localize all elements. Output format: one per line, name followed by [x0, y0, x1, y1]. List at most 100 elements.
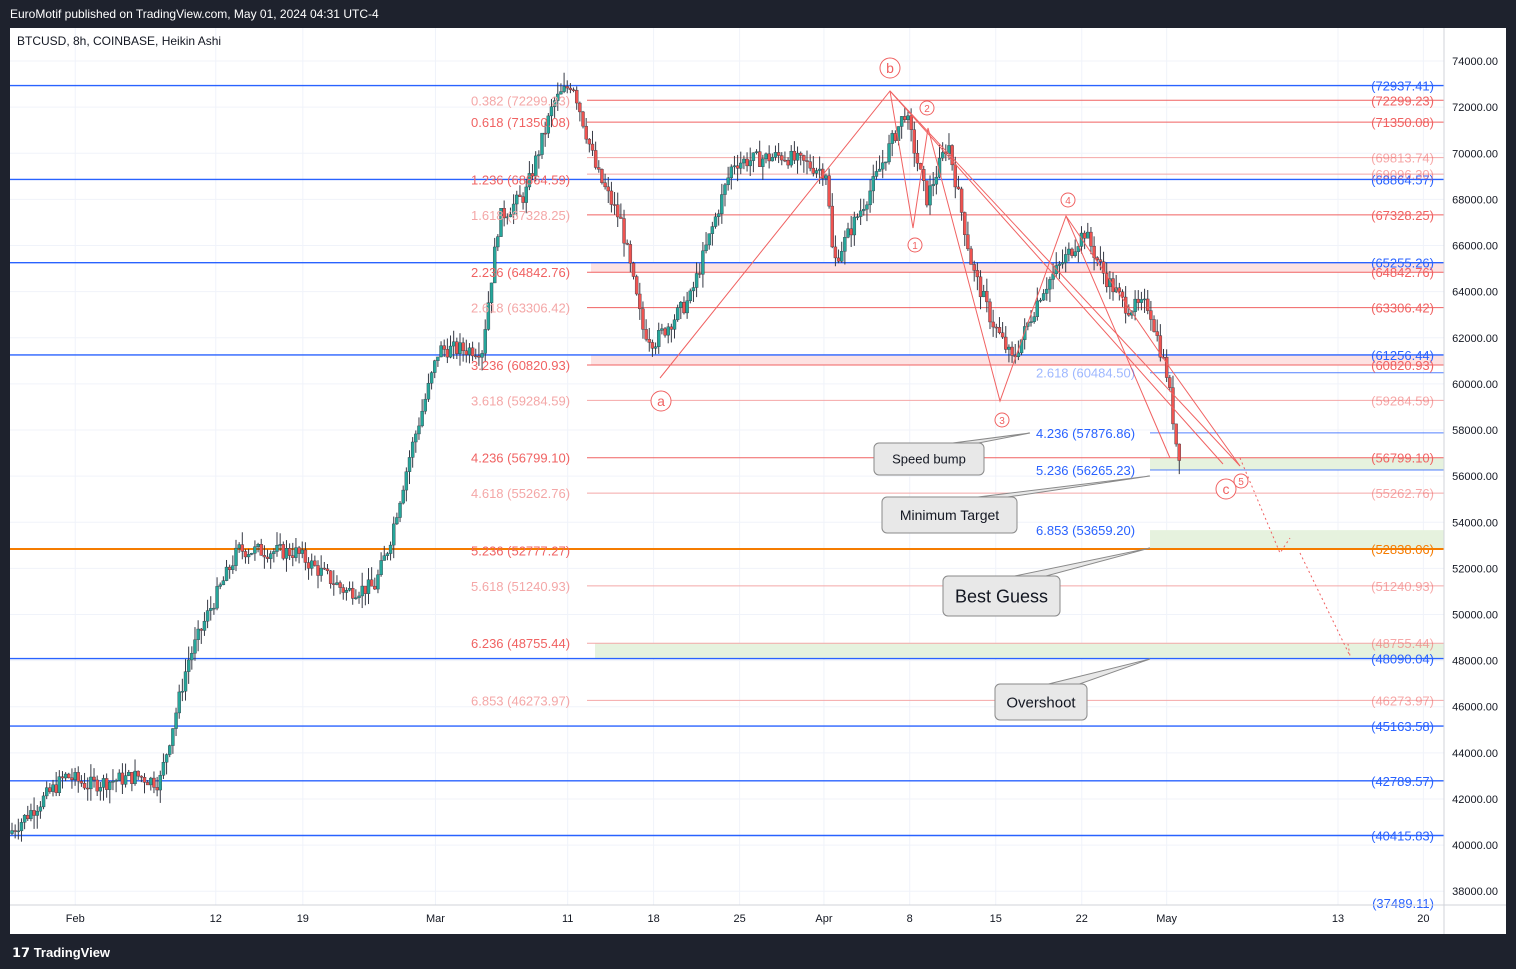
candle-bull [439, 345, 443, 358]
right-level-label: (67328.25) [1371, 208, 1434, 223]
price-axis[interactable]: 38000.00 40000.00 42000.00 44000.00 46000.00… [1452, 56, 1498, 898]
candle-bull [748, 160, 752, 167]
candle-bull [688, 290, 692, 302]
candle-bear [316, 565, 320, 576]
price-tick-label: 70000.00 [1452, 148, 1498, 160]
price-tick-label: 44000.00 [1452, 748, 1498, 760]
right-level-label: (51240.93) [1371, 579, 1434, 594]
candle-bear [792, 150, 797, 161]
candle-bear [369, 579, 374, 587]
candle-bull [855, 216, 860, 218]
time-axis[interactable]: Feb 12 19 Mar 11 18 25 Apr 8 15 22 May 13 20 [66, 913, 1430, 925]
candle-bear [325, 568, 330, 572]
candle-bear [786, 159, 790, 166]
price-tick-label: 38000.00 [1452, 886, 1498, 898]
candle-bull [713, 216, 718, 227]
candle-bear [1101, 261, 1106, 274]
candle-bear [306, 562, 311, 569]
candle-bull [246, 554, 251, 558]
candle-bear [1168, 377, 1172, 388]
tradingview-logo[interactable]: 𝟭𝟳 TradingView [12, 945, 110, 961]
candle-bear [985, 291, 989, 303]
candle-bear [757, 151, 762, 167]
wave-label-a: a [657, 393, 665, 409]
candle-bear [650, 342, 655, 349]
candle-bull [183, 671, 188, 692]
candle-bear [776, 152, 781, 156]
candle-bull [398, 502, 402, 518]
candle-bear [972, 264, 976, 271]
candle-bull [357, 595, 361, 599]
wave-label-circle [919, 100, 935, 116]
price-tick-label: 74000.00 [1452, 56, 1498, 68]
right-level-label: (69096.30) [1371, 167, 1434, 182]
candle-bull [685, 300, 689, 314]
candle-bear [1177, 443, 1181, 461]
candle-bear [978, 276, 983, 298]
candle-bull [710, 226, 715, 234]
candle-bull [1048, 279, 1052, 290]
blue-fib-label: 5.236 (56265.23) [1036, 463, 1135, 478]
candle-bull [395, 517, 399, 525]
candle-bull [35, 810, 39, 816]
candle-bear [48, 787, 52, 792]
time-tick-label: 13 [1332, 913, 1344, 925]
callout-box [873, 442, 985, 476]
wave-label-4: 4 [1065, 196, 1071, 207]
right-level-label: (42789.57) [1371, 774, 1434, 789]
price-tick-label: 72000.00 [1452, 102, 1498, 114]
candle-bear [338, 582, 342, 588]
right-level-label: (60820.93) [1371, 358, 1434, 373]
price-tick-label: 40000.00 [1452, 840, 1498, 852]
blue-fib-label: 6.853 (53659.20) [1036, 523, 1135, 538]
candle-bull [436, 356, 440, 361]
candle-bear [959, 188, 964, 213]
candle-bear [291, 555, 295, 558]
time-tick-label: 12 [210, 913, 222, 925]
price-tick-label: 54000.00 [1452, 517, 1498, 529]
candle-bull [278, 544, 282, 546]
price-tick-label: 42000.00 [1452, 794, 1498, 806]
price-tick-label: 46000.00 [1452, 702, 1498, 714]
candle-bull [1139, 299, 1144, 303]
candle-bull [675, 307, 680, 321]
candle-bear [281, 544, 286, 559]
right-level-label: (55262.76) [1371, 486, 1434, 501]
blue-fib-label: 4.236 (57876.86) [1036, 426, 1135, 441]
candle-bull [410, 441, 415, 458]
candle-bull [19, 822, 24, 832]
candle-bull [899, 116, 904, 127]
candle-bear [606, 186, 610, 192]
candle-bull [16, 830, 21, 833]
price-tick-label: 68000.00 [1452, 194, 1498, 206]
candle-bull [761, 158, 765, 167]
price-tick-label: 52000.00 [1452, 563, 1498, 575]
candle-bear [590, 143, 595, 151]
callout-box [994, 683, 1088, 721]
zone-pink-upper [591, 262, 1444, 273]
fib-label-left: 3.618 (59284.59) [471, 393, 570, 408]
candle-bear [297, 547, 301, 554]
candle-bull [556, 93, 560, 101]
logo-mark-icon: 𝟭𝟳 [12, 945, 34, 960]
candle-bear [568, 87, 573, 90]
level-labels: 0.382 (72299.23) 0.618 (71350.08) 1.236 (6… [471, 79, 1434, 911]
candle-bear [1164, 357, 1169, 378]
right-level-label: (40415.83) [1371, 829, 1434, 844]
candle-bull [489, 282, 494, 303]
candle-bull [931, 183, 935, 187]
candle-bull [164, 754, 169, 763]
candle-bear [1000, 332, 1005, 338]
blue-fib-label: 2.618 (60484.50) [1036, 366, 1135, 381]
callout-text: Speed bump [892, 452, 966, 467]
candle-bear [502, 208, 506, 219]
candle-bear [474, 355, 478, 358]
candle-bull [934, 176, 939, 185]
candle-bull [928, 185, 932, 206]
candle-bear [322, 567, 327, 570]
candle-bull [98, 787, 103, 792]
candle-bear [240, 544, 245, 552]
right-level-label: (45163.58) [1371, 719, 1434, 734]
price-tick-label: 56000.00 [1452, 471, 1498, 483]
